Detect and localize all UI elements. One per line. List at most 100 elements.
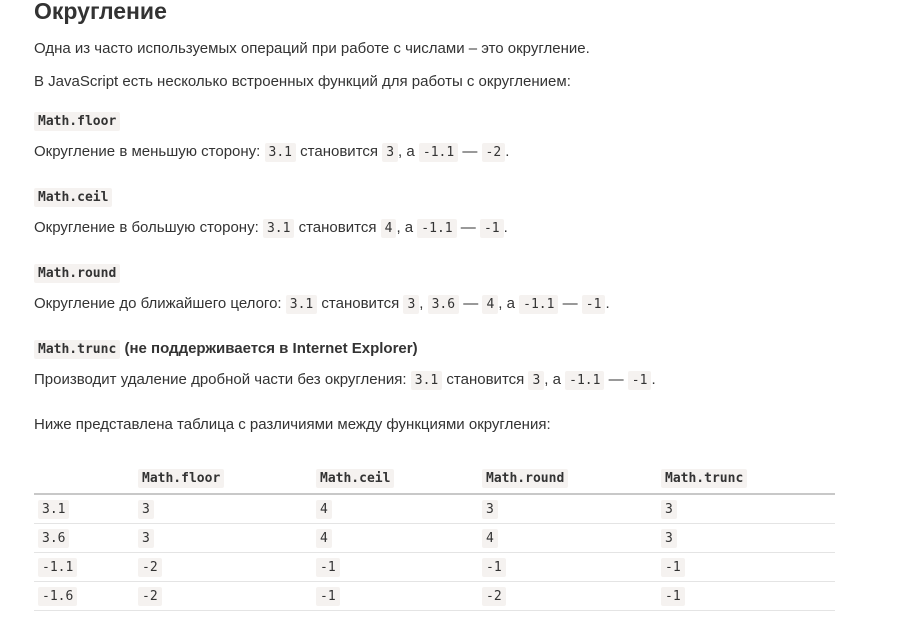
floor-description: Округление в меньшую сторону: 3.1 станов… [34, 142, 509, 163]
table-header-cell: Math.floor [134, 463, 312, 495]
cell-value: -2 [138, 587, 162, 606]
table-header-row: Math.floor Math.ceil Math.round Math.tru… [34, 463, 835, 495]
ceil-example-input: 3.1 [262, 219, 295, 238]
round-text-becomes: становится [321, 295, 400, 312]
round-example-output: 3 [403, 295, 420, 314]
ceil-example-output-2: -1 [479, 219, 504, 238]
ceil-example-input-2: -1.1 [417, 219, 457, 238]
table-cell: 3 [134, 494, 312, 524]
round-example-input-2: 3.6 [427, 295, 460, 314]
table-cell: 3 [134, 523, 312, 553]
table-cell: 3 [657, 523, 835, 553]
trunc-heading: Math.trunc (не поддерживается в Internet… [34, 339, 418, 360]
rounding-comparison-table: Math.floor Math.ceil Math.round Math.tru… [34, 463, 835, 611]
floor-name-code: Math.floor [34, 112, 121, 131]
table-cell: -2 [134, 581, 312, 611]
cell-value: 4 [316, 529, 332, 548]
table-cell: 3.1 [34, 494, 134, 524]
cell-value: 4 [482, 529, 498, 548]
ceil-heading: Math.ceil [34, 187, 113, 208]
table-row: -1.1 -2 -1 -1 -1 [34, 552, 835, 582]
floor-text-dash: — [462, 143, 478, 160]
round-example-input-3: -1.1 [519, 295, 559, 314]
cell-value: 3 [138, 500, 154, 519]
header-math-floor: Math.floor [138, 469, 225, 488]
floor-text-and: , а [398, 143, 415, 160]
cell-value: 3 [661, 500, 677, 519]
cell-value: -1 [316, 587, 340, 606]
cell-value: 3 [482, 500, 498, 519]
trunc-text-becomes: становится [446, 371, 525, 388]
ceil-text-dash: — [460, 219, 476, 236]
cell-value: -2 [138, 558, 162, 577]
intro-paragraph-2: В JavaScript есть несколько встроенных ф… [34, 73, 571, 90]
trunc-example-input: 3.1 [410, 371, 443, 390]
table-header-cell: Math.round [478, 463, 657, 495]
cell-value: 3.6 [38, 529, 70, 548]
floor-heading: Math.floor [34, 111, 121, 132]
cell-value: 3 [138, 529, 154, 548]
table-cell: -1.6 [34, 581, 134, 611]
trunc-text-and: , а [544, 371, 561, 388]
table-cell: -2 [478, 581, 657, 611]
table-cell: -1 [478, 552, 657, 582]
round-example-input: 3.1 [285, 295, 318, 314]
ceil-text-end: . [503, 219, 508, 236]
table-cell: 4 [312, 494, 478, 524]
header-math-trunc: Math.trunc [661, 469, 748, 488]
table-header-cell: Math.ceil [312, 463, 478, 495]
table-cell: 3.6 [34, 523, 134, 553]
cell-value: 4 [316, 500, 332, 519]
table-cell: 3 [478, 494, 657, 524]
floor-example-input: 3.1 [264, 143, 296, 162]
trunc-example-output-2: -1 [627, 371, 652, 390]
table-row: 3.1 3 4 3 3 [34, 494, 835, 524]
ceil-example-output: 4 [380, 219, 397, 238]
round-description: Округление до ближайшего целого: 3.1 ста… [34, 294, 610, 315]
cell-value: -1 [482, 558, 506, 577]
ceil-description: Округление в большую сторону: 3.1 станов… [34, 218, 508, 239]
cell-value: -1.1 [38, 558, 78, 577]
trunc-text-dash: — [608, 371, 624, 388]
cell-value: -1 [661, 558, 685, 577]
round-desc-text: Округление до ближайшего целого: [34, 295, 282, 312]
ceil-text-becomes: становится [298, 219, 377, 236]
floor-example-output-2: -2 [481, 143, 506, 162]
table-row: -1.6 -2 -1 -2 -1 [34, 581, 835, 611]
ceil-name-code: Math.ceil [34, 188, 113, 207]
ceil-text-and: , а [396, 219, 414, 236]
table-header-cell [34, 463, 134, 495]
round-example-output-3: -1 [581, 295, 606, 314]
table-cell: -1 [312, 552, 478, 582]
table-cell: 4 [312, 523, 478, 553]
intro-paragraph: Одна из часто используемых операций при … [34, 40, 590, 57]
cell-value: -1 [661, 587, 685, 606]
floor-text-end: . [505, 143, 510, 160]
round-text-dash-2: — [562, 295, 578, 312]
table-cell: -1.1 [34, 552, 134, 582]
floor-desc-text: Округление в меньшую сторону: [34, 143, 261, 160]
table-cell: -1 [657, 581, 835, 611]
table-row: 3.6 3 4 4 3 [34, 523, 835, 553]
table-header-cell: Math.trunc [657, 463, 835, 495]
table-cell: -1 [657, 552, 835, 582]
round-heading: Math.round [34, 263, 121, 284]
trunc-desc-text: Производит удаление дробной части без ок… [34, 371, 407, 388]
trunc-description: Производит удаление дробной части без ок… [34, 370, 656, 391]
round-name-code: Math.round [34, 264, 121, 283]
floor-example-input-2: -1.1 [418, 143, 459, 162]
trunc-name-code: Math.trunc [34, 340, 121, 359]
round-text-and: , а [498, 295, 515, 312]
cell-value: -1 [316, 558, 340, 577]
round-text-comma: , [419, 295, 424, 312]
trunc-example-input-2: -1.1 [565, 371, 605, 390]
table-intro: Ниже представлена таблица с различиями м… [34, 416, 551, 433]
table-cell: -2 [134, 552, 312, 582]
trunc-note: (не поддерживается в Internet Explorer) [124, 340, 418, 357]
trunc-text-end: . [651, 371, 656, 388]
trunc-example-output: 3 [528, 371, 545, 390]
table-cell: 3 [657, 494, 835, 524]
cell-value: 3.1 [38, 500, 70, 519]
round-text-end: . [605, 295, 610, 312]
header-math-round: Math.round [482, 469, 569, 488]
